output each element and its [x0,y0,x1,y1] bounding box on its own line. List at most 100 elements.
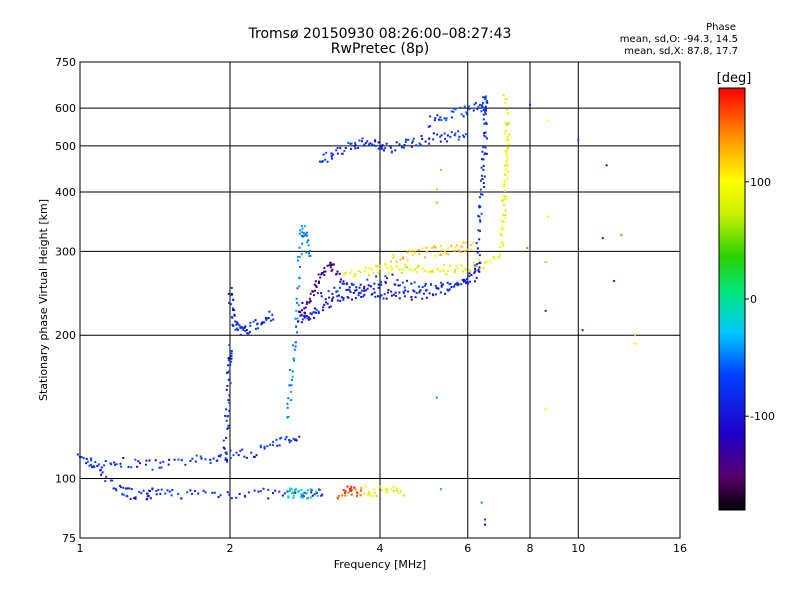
data-point [122,486,125,489]
data-point [404,289,407,292]
data-point [235,451,238,454]
data-point [343,149,346,152]
data-point [320,292,323,295]
data-point [391,273,394,276]
data-point [504,195,507,198]
data-point [463,267,466,270]
data-point [275,438,278,441]
data-point [122,456,125,459]
data-point [433,119,436,122]
data-point [401,268,404,271]
data-point [331,297,334,300]
data-point [309,254,312,257]
data-point [338,294,341,297]
data-point [343,274,346,277]
data-point [200,457,203,460]
data-point [577,138,580,141]
data-point [425,296,428,299]
data-point [228,369,231,372]
data-point [504,101,507,104]
data-point [448,283,451,286]
data-point [483,152,486,155]
data-point [313,283,316,286]
data-point [333,286,336,289]
data-point [287,397,290,400]
data-point [234,328,237,331]
data-point [377,147,380,150]
data-point [316,292,319,295]
data-point [209,458,212,461]
data-point [290,390,293,393]
data-point [295,488,298,491]
data-point [366,278,369,281]
data-point [302,231,305,234]
data-point [479,219,482,222]
data-point [429,270,432,273]
data-point [440,119,443,122]
data-point [418,142,421,145]
data-point [438,253,441,256]
data-point [450,245,453,248]
data-point [439,135,442,138]
y-tick-label: 200 [55,329,76,342]
data-point [468,107,471,110]
data-point [349,147,352,150]
data-point [392,256,395,259]
data-point [401,281,404,284]
data-point [254,327,257,330]
data-point [388,272,391,275]
data-point [230,357,233,360]
x-axis-label: Frequency [MHz] [334,558,426,571]
data-point [390,150,393,153]
data-point [383,293,386,296]
data-point [499,232,502,235]
grid-layer [80,62,680,538]
data-point [315,308,318,311]
data-point [406,266,409,269]
phase-info-x: mean, sd,X: 87.8, 17.7 [624,46,738,57]
data-point [341,282,344,285]
data-point [357,270,360,273]
data-point [354,141,357,144]
data-point [336,299,339,302]
data-point [359,283,362,286]
data-point [505,130,508,133]
data-point [324,301,327,304]
data-point [385,297,388,300]
data-point [225,436,228,439]
data-point [329,262,332,265]
data-point [463,105,466,108]
data-point [383,149,386,152]
data-point [296,301,299,304]
data-point [410,145,413,148]
data-point [501,241,504,244]
data-point [484,110,487,113]
data-point [620,233,623,236]
data-point [328,264,331,267]
data-point [544,261,547,264]
data-point [450,286,453,289]
data-point [314,280,317,283]
data-point [230,355,233,358]
data-point [308,301,311,304]
data-point [199,455,202,458]
data-point [257,490,260,493]
data-point [144,463,147,466]
data-point [457,284,460,287]
data-point [228,409,231,412]
data-point [454,283,457,286]
data-point [305,251,308,254]
data-point [473,271,476,274]
data-point [413,281,416,284]
data-point [290,439,293,442]
data-point [461,278,464,281]
data-point [373,282,376,285]
data-point [114,487,117,490]
data-point [263,321,266,324]
data-point [469,270,472,273]
data-point [482,158,485,161]
data-point [453,271,456,274]
data-point [274,489,277,492]
data-point [363,492,366,495]
data-point [114,463,117,466]
